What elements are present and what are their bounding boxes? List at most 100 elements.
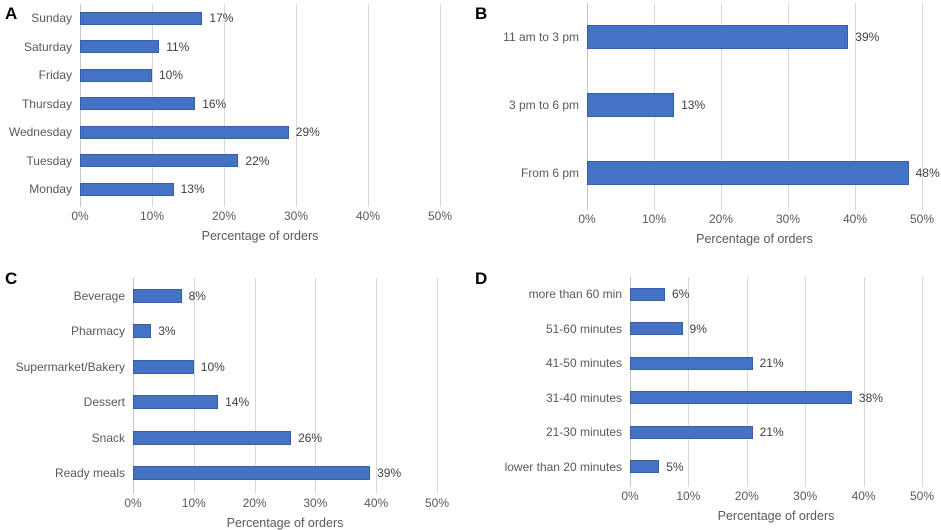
bar-row: 10% xyxy=(80,61,440,90)
value-label: 9% xyxy=(689,321,707,336)
value-label: 26% xyxy=(298,430,323,445)
panel-c: C Beverage Pharmacy Supermarket/Bakery Dess… xyxy=(0,265,470,530)
bar xyxy=(80,182,174,196)
category-label: Friday xyxy=(38,68,72,83)
bar xyxy=(630,322,683,336)
value-label: 14% xyxy=(225,395,250,410)
value-label: 5% xyxy=(666,459,684,474)
category-label: Saturday xyxy=(23,39,72,54)
bar-chart-orders-by-category: Beverage Pharmacy Supermarket/Bakery Desser… xyxy=(0,278,470,530)
category-label: Thursday xyxy=(21,96,72,111)
bar xyxy=(80,125,289,139)
panel-letter-b: B xyxy=(475,4,488,23)
bar xyxy=(80,11,203,25)
category-axis: Beverage Pharmacy Supermarket/Bakery Desser… xyxy=(0,278,133,491)
bar-row: 21% xyxy=(630,346,922,381)
value-label: 38% xyxy=(858,390,883,405)
bar xyxy=(630,287,666,301)
gridline xyxy=(296,4,297,207)
value-label: 39% xyxy=(377,466,402,481)
x-tick-label: 20% xyxy=(708,212,734,226)
category-label: Tuesday xyxy=(26,153,72,168)
plot-area: 6% 9% 21% 38% 21% 5% xyxy=(630,277,923,487)
bar-row: 39% xyxy=(587,3,922,71)
category-label: Ready meals xyxy=(54,466,125,481)
x-tick-label: 30% xyxy=(303,496,328,510)
plot-area: 17% 11% 10% 16% 29% 22% 13% xyxy=(80,4,441,207)
category-label: Monday xyxy=(29,182,72,197)
bar-row: 6% xyxy=(630,277,922,312)
value-label: 13% xyxy=(681,98,706,112)
gridline xyxy=(440,4,441,207)
panel-letter-c: C xyxy=(5,269,18,288)
x-tick-label: 10% xyxy=(181,496,206,510)
bar xyxy=(630,425,753,439)
panel-d: D more than 60 min 51-60 minutes 41-50 min… xyxy=(470,265,941,530)
x-tick-label: 40% xyxy=(364,496,389,510)
x-tick-label: 20% xyxy=(734,489,759,503)
category-label: lower than 20 minutes xyxy=(504,459,622,474)
x-tick-label: 0% xyxy=(71,208,89,223)
panel-letter-d: D xyxy=(475,269,488,288)
x-axis-ticks: 0% 10% 20% 30% 40% 50% xyxy=(71,208,452,227)
bar-chart-orders-by-delivery-time: more than 60 min 51-60 minutes 41-50 minut… xyxy=(470,277,941,523)
x-tick-label: 30% xyxy=(775,212,801,226)
bar xyxy=(80,68,152,82)
x-tick-label: 0% xyxy=(621,489,639,503)
value-label: 13% xyxy=(180,182,205,197)
category-axis: Sunday Saturday Friday Thursday Wednesday Tue… xyxy=(0,4,80,204)
value-label: 11% xyxy=(166,39,190,54)
plot-area: 8% 3% 10% 14% 26% 39% xyxy=(133,278,438,494)
gridline xyxy=(688,277,690,487)
x-tick-label: 30% xyxy=(793,489,818,503)
category-label: Pharmacy xyxy=(70,324,125,339)
bar-row: 39% xyxy=(133,456,437,492)
category-label: more than 60 min xyxy=(528,287,622,302)
value-label: 6% xyxy=(672,287,690,302)
gridline xyxy=(193,278,195,494)
category-label: 31-40 minutes xyxy=(545,390,622,405)
value-label: 21% xyxy=(759,425,784,440)
x-tick-label: 40% xyxy=(851,489,876,503)
bar xyxy=(630,460,660,474)
bar-row: 21% xyxy=(630,415,922,450)
x-tick-label: 50% xyxy=(909,489,935,503)
y-axis-line xyxy=(133,278,134,494)
x-tick-label: 30% xyxy=(283,208,309,223)
x-axis-title: Percentage of orders xyxy=(717,509,835,523)
value-label: 16% xyxy=(202,96,227,111)
bar-row: 8% xyxy=(133,278,437,314)
bar-row: 38% xyxy=(630,381,922,416)
panel-letter-a: A xyxy=(5,4,18,23)
value-label: 21% xyxy=(759,356,784,371)
category-axis: 11 am to 3 pm 3 pm to 6 pm From 6 pm xyxy=(470,3,587,207)
gridline xyxy=(922,3,923,210)
bar xyxy=(587,93,675,117)
bar xyxy=(80,97,196,111)
bar-row: 14% xyxy=(133,385,437,421)
x-tick-label: 50% xyxy=(424,496,450,510)
x-tick-label: 0% xyxy=(578,212,596,226)
x-tick-label: 40% xyxy=(842,212,868,226)
y-axis-line xyxy=(630,277,631,487)
bar-row: 9% xyxy=(630,312,922,347)
bar xyxy=(587,161,909,185)
value-label: 10% xyxy=(159,68,184,83)
x-axis-ticks: 0% 10% 20% 30% 40% 50% xyxy=(578,211,934,230)
gridline xyxy=(788,3,789,210)
gridline xyxy=(855,3,856,210)
gridline xyxy=(368,4,369,207)
category-label: Wednesday xyxy=(8,125,72,140)
value-label: 17% xyxy=(209,11,234,26)
value-label: 22% xyxy=(245,153,270,168)
x-tick-label: 10% xyxy=(139,208,165,223)
bar xyxy=(587,25,849,49)
x-axis-title: Percentage of orders xyxy=(201,228,319,243)
gridlines xyxy=(133,278,438,494)
category-axis: more than 60 min 51-60 minutes 41-50 minut… xyxy=(470,277,630,484)
x-tick-label: 50% xyxy=(909,212,935,226)
plot-area: 39% 13% 48% xyxy=(587,3,940,210)
category-label: From 6 pm xyxy=(520,166,579,180)
panel-a: A Sunday Saturday Friday Thursday Wednesday T… xyxy=(0,0,470,265)
